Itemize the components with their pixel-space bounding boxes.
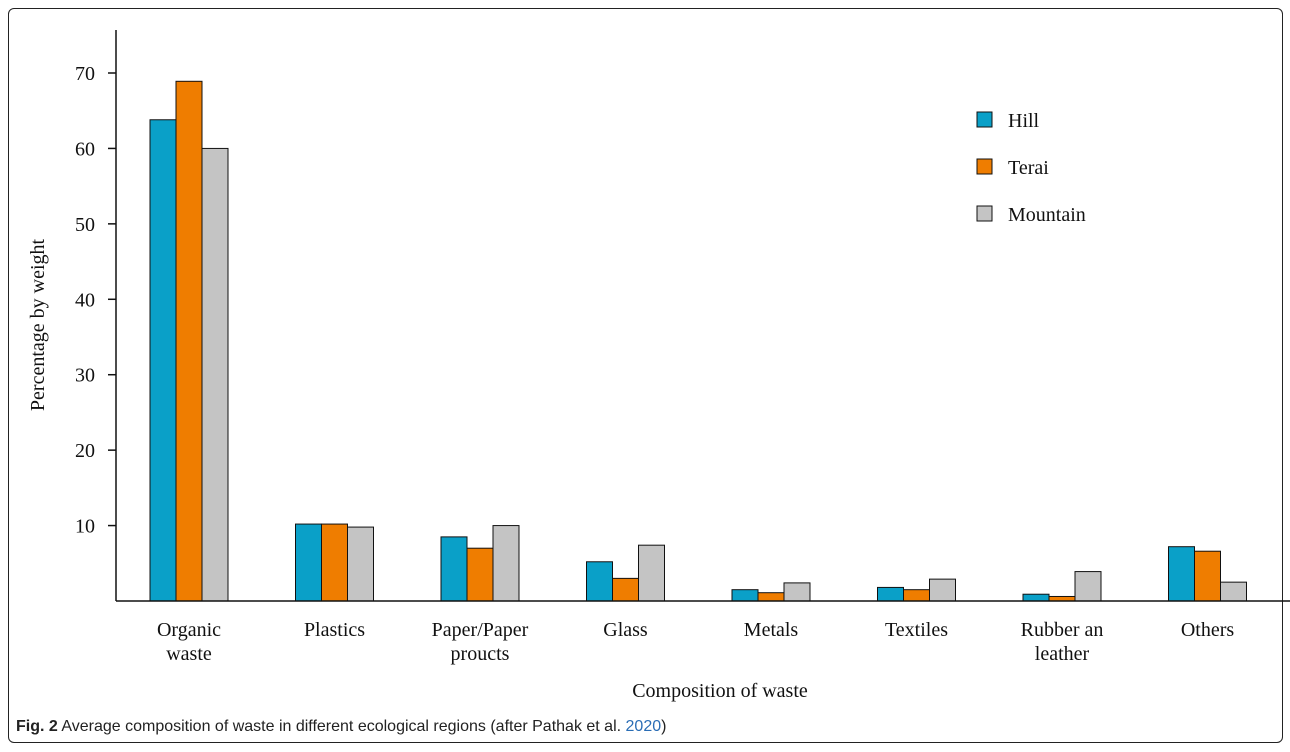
bar (783, 582, 811, 602)
bar (149, 119, 177, 602)
x-tick-label: waste (166, 643, 212, 665)
bar (347, 526, 374, 602)
y-tick-label: 70 (75, 63, 95, 85)
y-tick-label: 20 (75, 440, 95, 462)
bar (201, 147, 229, 602)
legend-label: Hill (1008, 110, 1040, 132)
caption-text: Average composition of waste in differen… (57, 718, 626, 735)
bar (440, 536, 468, 602)
x-tick-label: proucts (451, 643, 510, 665)
y-tick-label: 50 (75, 214, 95, 236)
bar (295, 523, 322, 602)
bar (466, 547, 494, 602)
x-tick-label: leather (1035, 643, 1090, 665)
x-tick-label: Textiles (885, 619, 948, 641)
bar (757, 592, 785, 602)
legend-swatch (976, 158, 993, 175)
y-axis-label: Percentage by weight (27, 238, 49, 411)
legend-swatch (976, 205, 993, 222)
bar (321, 523, 348, 602)
bar (638, 544, 665, 602)
legend-swatch (976, 111, 993, 128)
y-tick-label: 30 (75, 365, 95, 387)
x-tick-label: Paper/Paper (432, 619, 529, 641)
figure-label: Fig. 2 (16, 718, 58, 735)
x-tick-label: Others (1181, 619, 1235, 641)
bar (877, 586, 904, 602)
figure-caption: Fig. 2 Average composition of waste in d… (16, 718, 666, 736)
bar (1168, 546, 1195, 602)
legend-label: Terai (1008, 157, 1049, 179)
figure-frame (8, 8, 1283, 743)
bar (731, 589, 759, 602)
bar (929, 578, 956, 602)
bar (175, 80, 203, 602)
y-tick-label: 10 (75, 516, 95, 538)
x-tick-label: Rubber an (1021, 619, 1104, 641)
x-axis-label: Composition of waste (632, 680, 808, 702)
caption-reference-link[interactable]: 2020 (625, 718, 662, 735)
bar (1194, 550, 1221, 602)
bar (1022, 593, 1050, 602)
legend-label: Mountain (1008, 204, 1086, 226)
x-tick-label: Metals (744, 619, 799, 641)
legend: Hill Terai Mountain (976, 110, 1086, 226)
x-tick-label: Glass (603, 619, 648, 641)
bar (903, 589, 930, 602)
bars-group (149, 80, 1247, 602)
caption-close-paren: ) (661, 718, 667, 735)
bar (1074, 571, 1102, 602)
bar (612, 577, 639, 602)
y-ticks-group: 10 20 30 40 50 60 70 (75, 63, 116, 538)
y-tick-label: 40 (75, 289, 95, 311)
bar (492, 525, 520, 602)
bar (586, 561, 613, 602)
y-tick-label: 60 (75, 138, 95, 160)
x-tick-label: Plastics (304, 619, 365, 641)
bar (1220, 581, 1247, 602)
x-tick-label: Organic (157, 619, 221, 641)
